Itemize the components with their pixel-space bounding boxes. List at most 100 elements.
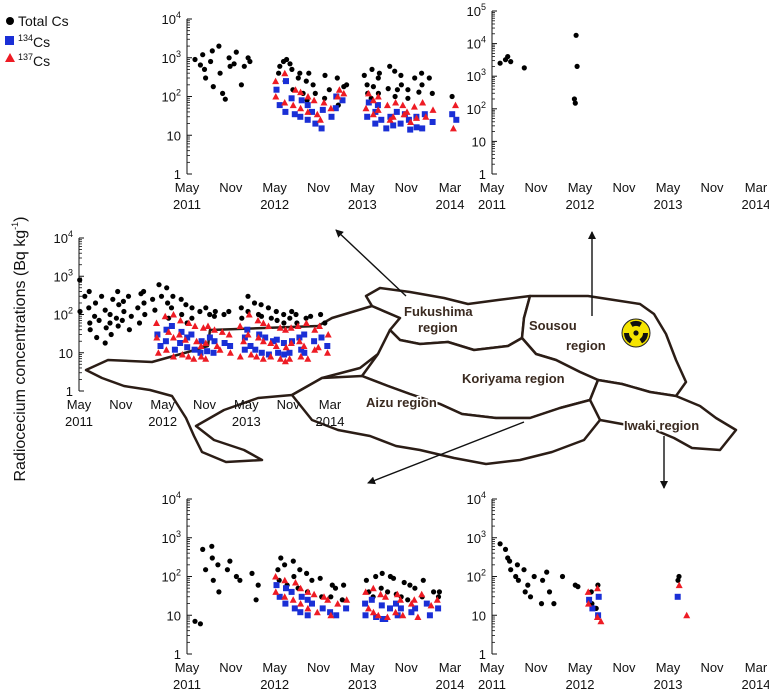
- aizu-point-total-cs: [207, 311, 213, 318]
- fukushima-point-137cs: [327, 104, 335, 112]
- iwaki-x-tick-label: May: [568, 660, 593, 675]
- koriyama-x-tick-label: Mar: [439, 660, 462, 675]
- koriyama-point-total-cs: [237, 577, 243, 583]
- fukushima-point-137cs: [413, 114, 420, 121]
- fukushima-x-tick-label: Nov: [307, 180, 331, 195]
- koriyama-point-134cs: [283, 585, 289, 592]
- fukushima-point-137cs: [365, 89, 372, 97]
- koriyama-point-137cs: [320, 593, 328, 600]
- fukushima-x-tick-year: 2012: [260, 197, 289, 212]
- sousou-y-tick-base: 10: [467, 69, 481, 84]
- aizu-y-tick-label: 104: [54, 229, 73, 246]
- koriyama-point-137cs: [418, 590, 426, 598]
- aizu-y-tick-exponent: 2: [68, 306, 73, 316]
- koriyama-point-total-cs: [373, 573, 379, 580]
- prefecture-map: [84, 286, 738, 466]
- aizu-point-total-cs: [142, 311, 148, 318]
- fukushima-point-total-cs: [217, 70, 223, 76]
- iwaki-point-137cs: [675, 581, 683, 589]
- aizu-point-134cs: [221, 340, 228, 346]
- koriyama-y-tick-label: 102: [162, 568, 181, 585]
- koriyama-point-134cs: [408, 609, 415, 616]
- aizu-point-total-cs: [287, 315, 293, 321]
- koriyama-point-total-cs: [329, 582, 335, 588]
- fukushima-point-total-cs: [226, 55, 232, 61]
- koriyama-x-tick-year: 2012: [260, 677, 289, 692]
- koriyama-point-total-cs: [216, 589, 222, 595]
- sousou-y-tick-label: 1: [479, 167, 486, 182]
- koriyama-point-137cs: [343, 596, 351, 603]
- koriyama-point-137cs: [427, 601, 435, 609]
- iwaki-x-tick-label: Nov: [700, 660, 724, 675]
- aizu-point-134cs: [247, 343, 254, 349]
- koriyama-point-137cs: [414, 613, 422, 620]
- iwaki-point-total-cs: [502, 546, 509, 553]
- aizu-point-137cs: [296, 337, 303, 345]
- aizu-point-137cs: [154, 349, 162, 356]
- fukushima-point-134cs: [297, 113, 304, 120]
- aizu-point-total-cs: [165, 300, 171, 306]
- koriyama-x-tick-label: May: [175, 660, 200, 675]
- aizu-point-137cs: [178, 351, 186, 358]
- fukushima-point-total-cs: [203, 75, 209, 81]
- aizu-point-137cs: [226, 349, 234, 356]
- koriyama-point-134cs: [412, 605, 419, 612]
- aizu-point-total-cs: [274, 317, 280, 323]
- koriyama-x-tick-label: Nov: [219, 660, 243, 675]
- sousou-point-total-cs: [571, 96, 578, 102]
- aizu-point-137cs: [276, 324, 284, 331]
- aizu-point-total-cs: [120, 298, 126, 304]
- aizu-point-134cs: [184, 344, 191, 351]
- koriyama-point-total-cs: [209, 555, 215, 561]
- aizu-point-137cs: [236, 353, 244, 360]
- koriyama-point-total-cs: [379, 570, 385, 577]
- koriyama-point-134cs: [276, 593, 283, 600]
- aizu-y-tick-base: 10: [54, 308, 68, 323]
- koriyama-point-137cs: [377, 590, 385, 598]
- y-axis-label-unit-exponent: -1: [10, 222, 20, 230]
- aizu-point-total-cs: [322, 320, 328, 326]
- koriyama-x-tick-year: 2011: [173, 677, 201, 692]
- koriyama-point-total-cs: [278, 555, 284, 561]
- koriyama-point-total-cs: [291, 573, 297, 580]
- iwaki-point-total-cs: [521, 567, 527, 573]
- fukushima-point-total-cs: [426, 75, 432, 81]
- aizu-point-137cs: [287, 324, 295, 331]
- fukushima-point-134cs: [374, 102, 381, 109]
- aizu-point-total-cs: [251, 300, 258, 306]
- fukushima-point-total-cs: [303, 78, 309, 84]
- fukushima-point-137cs: [281, 99, 289, 106]
- sousou-x-tick-label: Mar: [745, 180, 768, 195]
- iwaki-region-label: Iwaki region: [624, 418, 699, 433]
- fukushima-point-137cs: [389, 113, 397, 120]
- iwaki-point-total-cs: [531, 573, 537, 580]
- koriyama-point-total-cs: [224, 567, 230, 573]
- aizu-point-total-cs: [92, 313, 98, 319]
- iwaki-point-137cs: [597, 617, 605, 625]
- aizu-point-134cs: [171, 346, 178, 353]
- iwaki-point-137cs: [593, 613, 601, 620]
- aizu-point-134cs: [244, 326, 251, 333]
- fukushima-point-total-cs: [369, 66, 375, 72]
- fukushima-point-total-cs: [306, 70, 312, 76]
- aizu-point-137cs: [297, 353, 305, 360]
- fukushima-point-137cs: [334, 93, 342, 100]
- legend-total-label: Total Cs: [18, 13, 69, 29]
- aizu-point-total-cs: [77, 277, 83, 283]
- koriyama-point-total-cs: [390, 575, 397, 581]
- iwaki-x-tick-label: May: [656, 660, 681, 675]
- iwaki-point-total-cs: [575, 584, 581, 590]
- aizu-point-137cs: [199, 324, 207, 331]
- aizu-point-134cs: [178, 328, 185, 335]
- aizu-point-134cs: [311, 338, 318, 345]
- koriyama-point-134cs: [298, 593, 305, 600]
- koriyama-point-137cs: [334, 600, 342, 607]
- koriyama-point-134cs: [397, 605, 404, 612]
- aizu-point-137cs: [287, 339, 295, 346]
- koriyama-point-134cs: [426, 612, 433, 619]
- koriyama-point-total-cs: [339, 597, 345, 603]
- iwaki-point-total-cs: [525, 582, 531, 588]
- sousou-x-tick-label: Nov: [612, 180, 636, 195]
- aizu-point-total-cs: [289, 308, 295, 315]
